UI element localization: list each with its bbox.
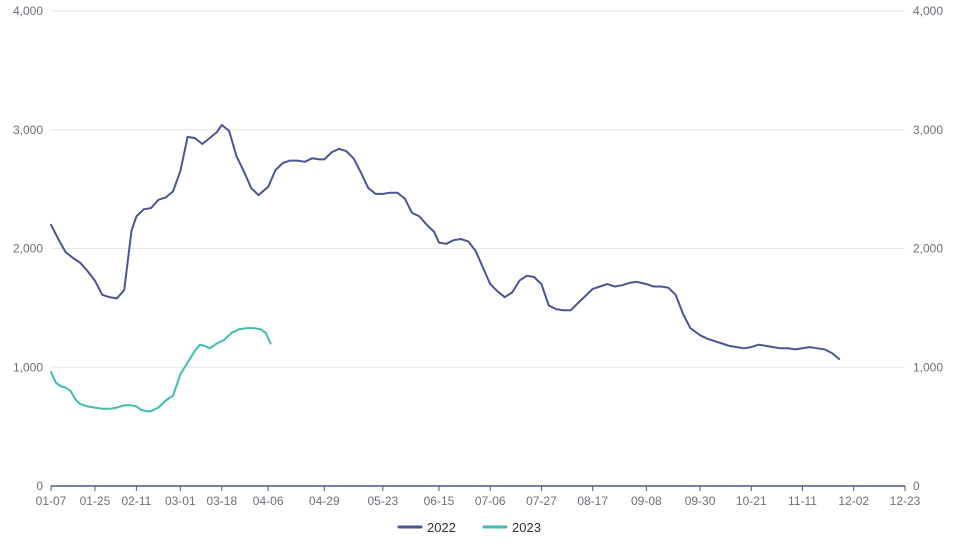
y-tick-label-left: 3,000 [13,123,43,137]
legend-label: 2022 [427,520,456,535]
y-tick-label-right: 4,000 [913,4,943,18]
y-tick-label-left: 0 [36,479,43,493]
legend[interactable]: 2022 2023 [397,520,541,535]
x-tick-label: 01-07 [36,494,67,508]
x-tick-label: 04-29 [309,494,340,508]
y-tick-label-right: 1,000 [913,360,943,374]
x-tick-label: 03-18 [206,494,237,508]
legend-item-2022[interactable]: 2022 [397,520,456,535]
y-tick-label-left: 4,000 [13,4,43,18]
x-tick-label: 03-01 [165,494,196,508]
x-tick-label: 02-11 [121,494,151,508]
x-tick-label: 04-06 [253,494,284,508]
series-line-2022 [50,124,841,360]
left-y-axis: 0 1,000 2,000 3,000 4,000 [13,4,43,493]
x-tick-label: 12-02 [838,494,869,508]
legend-label: 2023 [512,520,541,535]
right-y-axis: 0 1,000 2,000 3,000 4,000 [913,4,943,493]
x-tick-label: 08-17 [577,494,608,508]
x-tick-label: 09-30 [685,494,716,508]
y-tick-label-right: 3,000 [913,123,943,137]
x-tick-label: 07-06 [475,494,506,508]
x-tick-label: 09-08 [631,494,662,508]
x-tick-label: 01-25 [80,494,111,508]
series-lines [50,124,841,413]
series-line-2023 [50,327,272,413]
x-tick-label: 11-11 [788,494,817,508]
grid-lines [51,10,905,368]
x-tick-label: 10-21 [736,494,767,508]
y-tick-label-left: 2,000 [13,242,43,256]
x-tick-label: 07-27 [526,494,557,508]
legend-item-2023[interactable]: 2023 [482,520,541,535]
x-tick-label: 05-23 [367,494,398,508]
y-tick-label-left: 1,000 [13,360,43,374]
x-axis: 01-07 01-25 02-11 03-01 03-18 04-06 04-29 05-23… [36,486,921,508]
y-tick-label-right: 0 [913,479,920,493]
x-tick-label: 06-15 [424,494,455,508]
y-tick-label-right: 2,000 [913,242,943,256]
x-tick-label: 12-23 [890,494,921,508]
